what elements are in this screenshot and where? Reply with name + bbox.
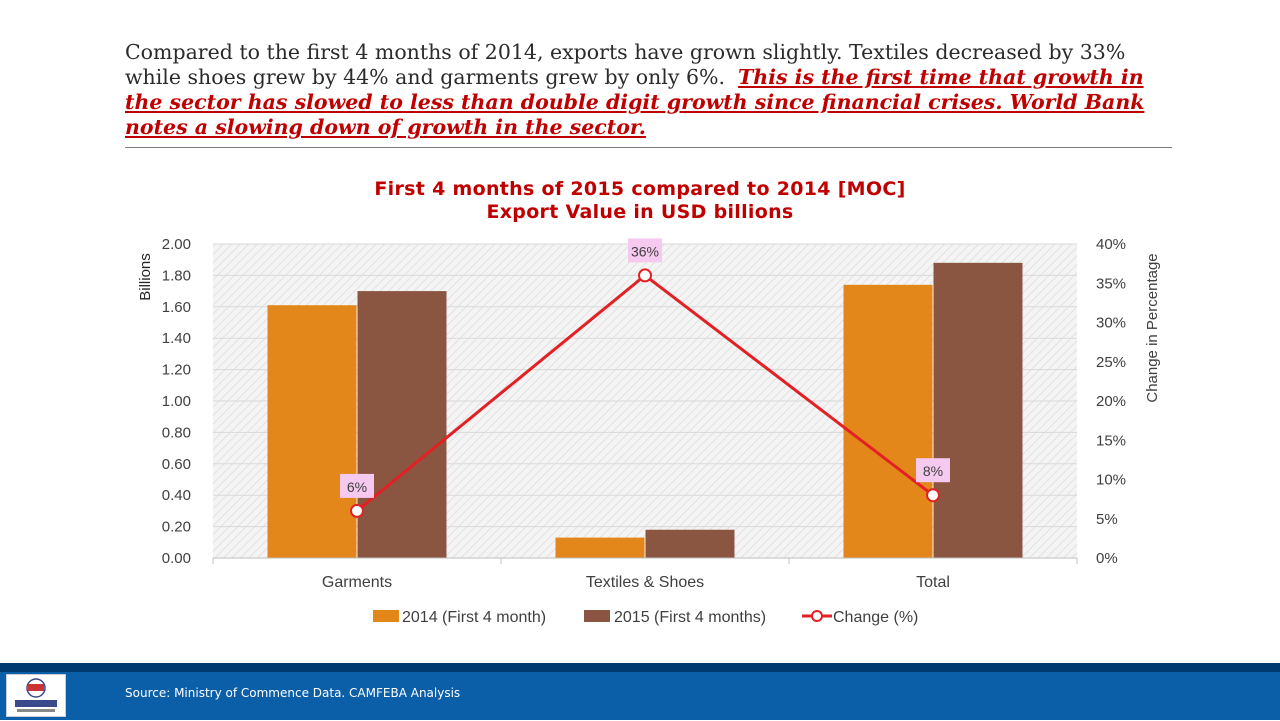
y2-tick-label: 30% (1096, 315, 1126, 332)
y2-tick-label: 40% (1096, 236, 1126, 253)
organization-logo (6, 674, 66, 717)
axes: 0.00 0.20 0.40 0.60 0.80 1.00 1.20 1.40 1.60 1.80… (137, 236, 1161, 591)
data-label: 36% (631, 243, 659, 259)
legend: 2014 (First 4 month) 2015 (First 4 months… (373, 609, 918, 626)
footer-band (0, 663, 1280, 720)
y2-tick-label: 20% (1096, 393, 1126, 410)
bar (555, 537, 645, 558)
footer-source: Source: Ministry of Commence Data. CAMFE… (125, 686, 461, 700)
legend-label-2014: 2014 (First 4 month) (402, 609, 546, 626)
headline-emphasis: This is the first time that growth in th… (125, 65, 1145, 139)
headline: Compared to the first 4 months of 2014, … (125, 40, 1175, 140)
chart-title-line2: Export Value in USD billions (486, 201, 794, 223)
change-point (350, 503, 364, 518)
legend-label-change: Change (%) (833, 609, 918, 626)
y2-tick-label: 15% (1096, 432, 1126, 449)
x-tick-label: Garments (322, 574, 392, 591)
data-label: 6% (347, 479, 367, 495)
y-tick-label: 0.00 (162, 550, 191, 567)
y2-tick-label: 10% (1096, 472, 1126, 489)
y-tick-label: 1.60 (162, 299, 191, 316)
bar (267, 305, 357, 558)
chart-title: First 4 months of 2015 compared to 2014 … (240, 178, 1040, 224)
data-label-box (340, 473, 374, 498)
headline-plain: Compared to the first 4 months of 2014, … (125, 40, 1126, 89)
y2-tick-label: 35% (1096, 275, 1126, 292)
divider (125, 147, 1172, 148)
y2-tick-label: 5% (1096, 511, 1118, 528)
bar (645, 529, 735, 558)
change-point (638, 268, 652, 283)
data-label-box (628, 238, 662, 263)
y-tick-label: 0.60 (162, 456, 191, 473)
footer-stripe (0, 663, 1280, 672)
y2-axis-title: Change in Percentage (1144, 253, 1161, 402)
y-tick-label: 0.80 (162, 424, 191, 441)
chart-title-line1: First 4 months of 2015 compared to 2014 … (374, 178, 906, 200)
bars (267, 262, 1023, 558)
chart: 0.00 0.20 0.40 0.60 0.80 1.00 1.20 1.40 1.60 1.80… (137, 236, 1161, 626)
y-tick-label: 1.00 (162, 393, 191, 410)
x-tick-label: Textiles & Shoes (586, 574, 704, 591)
legend-swatch-2015 (584, 610, 610, 622)
y2-tick-label: 0% (1096, 550, 1118, 567)
legend-label-2015: 2015 (First 4 months) (614, 609, 766, 626)
bar (357, 291, 447, 558)
y-axis-title: Billions (137, 253, 154, 301)
y-tick-label: 0.40 (162, 487, 191, 504)
legend-swatch-2014 (373, 610, 399, 622)
legend-marker-change (811, 610, 823, 622)
data-label: 8% (923, 463, 943, 479)
x-tick-label: Total (916, 574, 950, 591)
y-tick-label: 1.80 (162, 267, 191, 284)
change-point (926, 488, 940, 503)
bar (843, 284, 933, 558)
y-tick-label: 0.20 (162, 519, 191, 536)
y-tick-label: 1.20 (162, 362, 191, 379)
bar (933, 262, 1023, 558)
data-label-box (916, 458, 950, 483)
y-tick-label: 2.00 (162, 236, 191, 253)
y2-tick-label: 25% (1096, 354, 1126, 371)
change-line: 6% 36% 8% (340, 238, 950, 518)
y-tick-label: 1.40 (162, 330, 191, 347)
